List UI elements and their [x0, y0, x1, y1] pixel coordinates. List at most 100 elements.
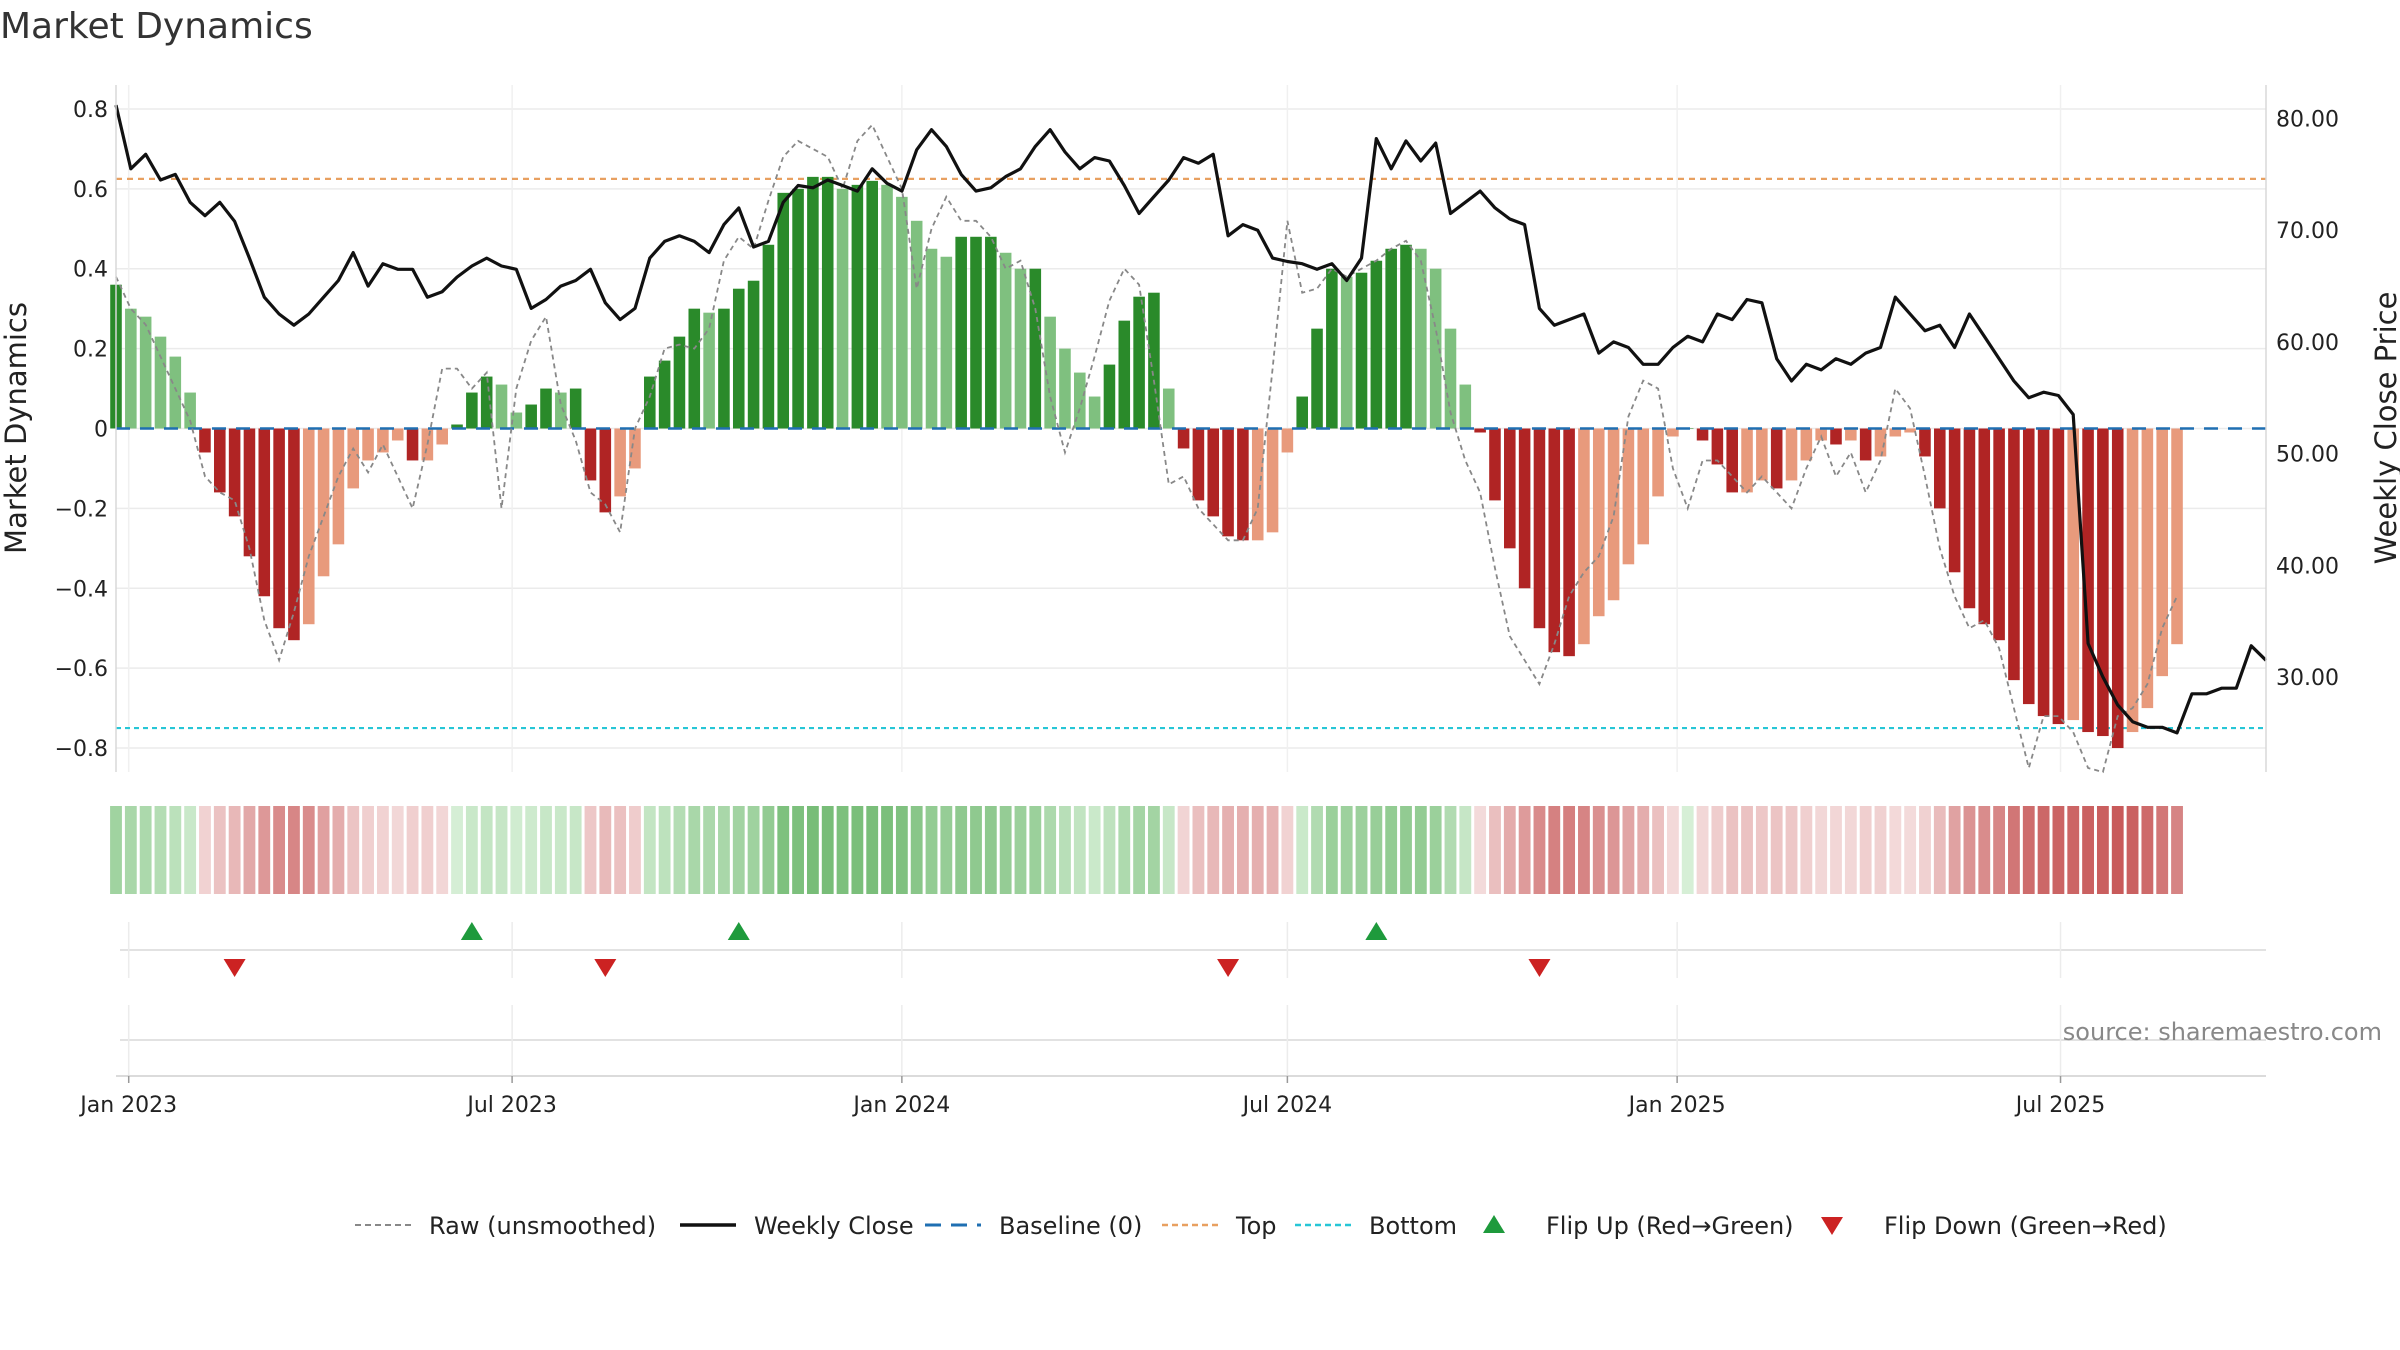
y-right-tick-label: 40.00	[2276, 554, 2339, 579]
heat-cell	[2082, 806, 2094, 894]
dynamics-bar	[377, 428, 389, 453]
heat-cell	[1681, 806, 1694, 894]
heat-cell	[1785, 806, 1798, 894]
heat-cell	[1652, 806, 1664, 894]
dynamics-bar	[1667, 428, 1679, 437]
heat-cell	[480, 806, 493, 894]
heat-cell	[866, 806, 879, 894]
heat-cell	[1563, 806, 1576, 894]
dynamics-bar	[1637, 428, 1650, 545]
dynamics-bar	[480, 376, 493, 429]
heat-cell	[1266, 806, 1279, 894]
dynamics-bar	[555, 392, 567, 429]
dynamics-bar	[1281, 428, 1294, 453]
dynamics-bar	[2111, 428, 2124, 749]
dynamics-bar	[1533, 428, 1546, 629]
dynamics-bar	[718, 308, 730, 429]
heat-strip	[110, 806, 2183, 894]
heat-cell	[1755, 806, 1768, 894]
dynamics-bar	[732, 288, 745, 429]
heat-cell	[110, 806, 122, 894]
dynamics-bar	[1919, 428, 1931, 457]
dynamics-bar	[1088, 396, 1101, 429]
heat-cell	[406, 806, 419, 894]
dynamics-bar	[332, 428, 345, 545]
flip-down-marker	[594, 959, 617, 977]
dynamics-bar	[1904, 428, 1916, 433]
dynamics-bar	[2008, 428, 2020, 681]
heat-cell	[332, 806, 345, 894]
heat-cell	[1518, 806, 1531, 894]
dynamics-bar	[792, 188, 804, 429]
heat-cell	[1919, 806, 1931, 894]
dynamics-bar	[1756, 428, 1768, 481]
dynamics-bar	[1074, 372, 1086, 429]
dynamics-bar	[1415, 248, 1427, 429]
heat-cell	[228, 806, 241, 894]
heat-cell	[1993, 806, 2006, 894]
dynamics-bar	[436, 428, 448, 445]
heat-cell	[2096, 806, 2109, 894]
dynamics-bar	[1148, 292, 1160, 429]
heat-cell	[1770, 806, 1783, 894]
dynamics-bar	[2022, 428, 2035, 705]
heat-cell	[1192, 806, 1205, 894]
heat-cell	[1533, 806, 1546, 894]
dynamics-bar	[2171, 428, 2183, 645]
dynamics-bar	[347, 428, 360, 489]
heat-cell	[1978, 806, 1991, 894]
dynamics-bar	[1162, 388, 1175, 429]
dynamics-bar	[495, 384, 508, 429]
dynamics-bar	[1504, 428, 1516, 549]
dynamics-bar	[1770, 428, 1783, 489]
heat-cell	[1904, 806, 1917, 894]
dynamics-bar	[1251, 428, 1264, 541]
dynamics-bar	[644, 376, 656, 429]
heat-cell	[658, 806, 671, 894]
dynamics-bar	[1207, 428, 1220, 517]
dynamics-bar	[466, 392, 478, 429]
heat-cell	[1711, 806, 1724, 894]
legend-label: Baseline (0)	[999, 1212, 1142, 1240]
heat-cell	[999, 806, 1012, 894]
heat-cell	[1222, 806, 1234, 894]
legend-label: Bottom	[1369, 1212, 1457, 1240]
dynamics-bar	[2141, 428, 2154, 709]
legend-label: Weekly Close	[754, 1212, 914, 1240]
heat-cell	[1800, 806, 1813, 894]
dynamics-bar	[510, 412, 523, 429]
heat-cell	[1059, 806, 1071, 894]
dynamics-bar	[273, 428, 285, 629]
heat-cell	[599, 806, 612, 894]
heat-cell	[1236, 806, 1249, 894]
heat-cell	[1859, 806, 1872, 894]
heat-cell	[2052, 806, 2065, 894]
dynamics-bar	[1192, 428, 1205, 501]
heat-cell	[1400, 806, 1412, 894]
heat-cell	[1459, 806, 1472, 894]
heat-cell	[718, 806, 730, 894]
x-tick-label: Jul 2024	[1241, 1093, 1333, 1118]
dynamics-bar	[747, 280, 760, 429]
y-left-tick-label: 0	[94, 418, 108, 443]
empty-panel	[120, 1005, 2266, 1075]
heat-cell	[673, 806, 686, 894]
flip-down-marker	[1528, 959, 1551, 977]
y-left-tick-label: 0.4	[73, 258, 108, 283]
heat-cell	[925, 806, 938, 894]
dynamics-bar	[1726, 428, 1738, 493]
heat-cell	[1118, 806, 1131, 894]
dynamics-bar	[258, 428, 271, 597]
heat-cell	[1162, 806, 1175, 894]
dynamics-bar	[2067, 428, 2080, 721]
dynamics-bar	[1340, 276, 1353, 429]
weekly-close-layer	[114, 104, 2268, 735]
heat-cell	[851, 806, 864, 894]
dynamics-bar	[1548, 428, 1561, 653]
dynamics-bar	[807, 176, 819, 429]
dynamics-bar	[1711, 428, 1724, 465]
dynamics-bar	[1978, 428, 1991, 625]
dynamics-bar	[1370, 260, 1383, 429]
heat-cell	[1340, 806, 1353, 894]
